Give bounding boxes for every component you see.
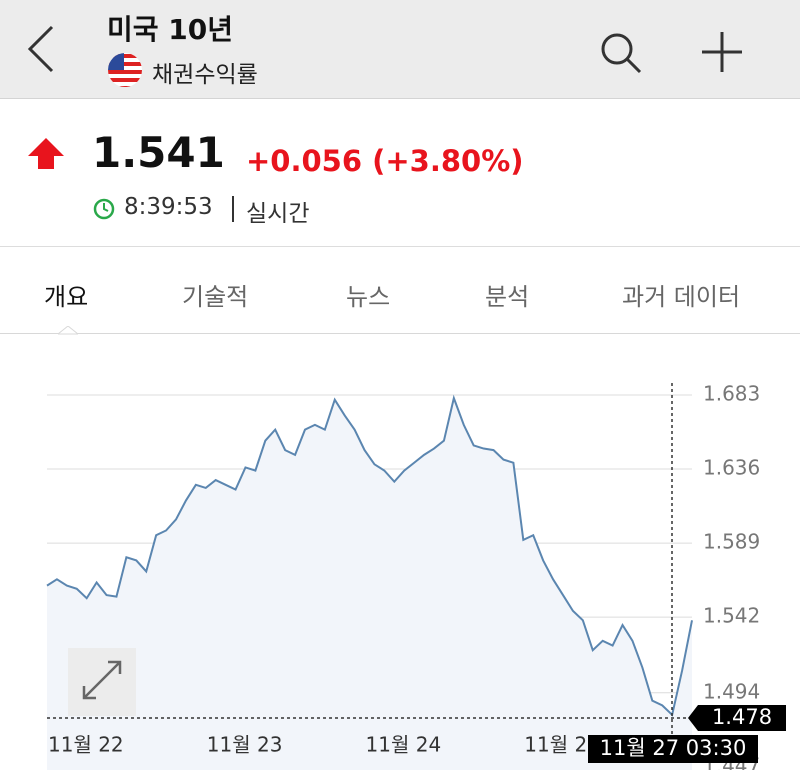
expand-icon — [82, 660, 122, 700]
tab[interactable]: 과거 데이터 — [622, 283, 741, 311]
tab[interactable]: 기술적 — [182, 283, 249, 311]
add-button[interactable] — [700, 30, 744, 74]
up-arrow — [28, 138, 64, 169]
y-tick-label: 1.636 — [703, 456, 760, 480]
search-button[interactable] — [598, 30, 646, 76]
x-tick-label: 11월 22 — [48, 733, 124, 757]
crosshair-time-label: 11월 27 03:30 — [600, 736, 747, 760]
tab[interactable]: 뉴스 — [346, 283, 391, 311]
crosshair-time-box — [588, 735, 758, 763]
price-change: +0.056 (+3.80%) — [246, 144, 524, 178]
y-tick-label: 1.589 — [703, 530, 760, 554]
y-tick-label: 1.542 — [703, 604, 760, 628]
tab[interactable]: 분석 — [485, 283, 530, 311]
x-tick-label: 11월 23 — [207, 733, 283, 757]
subtitle: 채권수익률 — [152, 62, 258, 88]
price: 1.541 — [92, 128, 225, 177]
separator — [232, 196, 234, 222]
update-time: 8:39:53 — [124, 194, 213, 220]
title: 미국 10년 — [107, 13, 233, 46]
y-tick-label: 1.683 — [703, 381, 760, 405]
tab[interactable]: 개요 — [44, 283, 89, 311]
area — [47, 398, 692, 770]
realtime-status: 실시간 — [246, 201, 310, 227]
price-line — [46, 394, 693, 717]
expand-button[interactable] — [68, 648, 136, 716]
tab-notch — [58, 326, 78, 335]
crosshair-value-label: 1.478 — [712, 705, 772, 729]
tab-border — [0, 333, 800, 334]
x-tick-label: 11월 24 — [366, 733, 442, 757]
crosshair-value-box — [688, 705, 786, 731]
back-button[interactable] — [24, 24, 58, 74]
y-tick-label: 1.494 — [703, 679, 760, 703]
clock-icon — [93, 198, 115, 220]
x-tick-label: 11월 2 — [524, 733, 587, 757]
expand-bg — [68, 648, 136, 716]
us-flag — [108, 53, 142, 87]
divider — [0, 246, 800, 247]
